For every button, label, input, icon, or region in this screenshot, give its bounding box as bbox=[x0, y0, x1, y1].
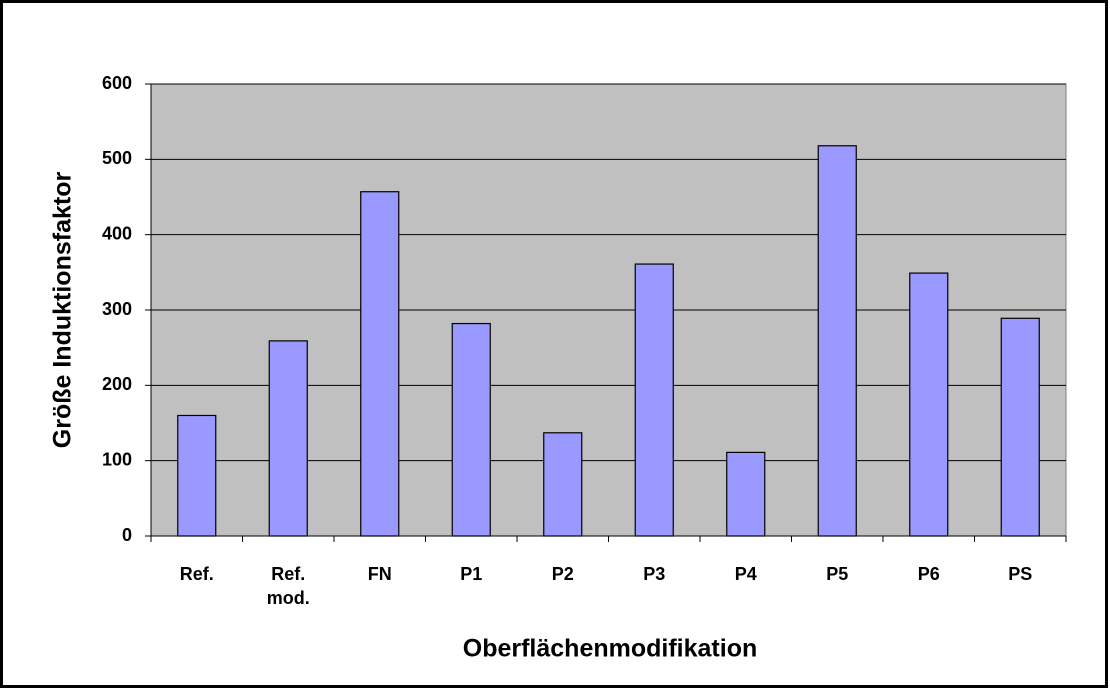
x-tick-label: P3 bbox=[643, 564, 666, 584]
bar bbox=[360, 191, 400, 537]
x-tick-label: P2 bbox=[551, 564, 574, 584]
y-tick-label: 300 bbox=[102, 299, 132, 319]
x-tick-label: P6 bbox=[917, 564, 940, 584]
x-tick-label: FN bbox=[367, 564, 392, 584]
bar bbox=[817, 145, 857, 537]
x-tick-label: Ref. bbox=[179, 564, 214, 584]
x-axis-title: Oberflächenmodifikation bbox=[463, 635, 757, 663]
bar bbox=[451, 322, 491, 537]
y-axis-title: Größe Induktionsfaktor bbox=[49, 172, 77, 449]
bar bbox=[177, 414, 217, 537]
y-tick-label: 200 bbox=[102, 374, 132, 394]
bar bbox=[268, 340, 308, 537]
bar bbox=[543, 432, 583, 537]
bar bbox=[726, 451, 766, 537]
bar bbox=[634, 263, 674, 537]
bar bbox=[1000, 317, 1040, 537]
y-tick-label: 0 bbox=[122, 525, 132, 545]
x-tick-label: P1 bbox=[460, 564, 483, 584]
x-tick-label: PS bbox=[1008, 564, 1033, 584]
y-tick-label: 600 bbox=[102, 73, 132, 93]
x-tick-label: P4 bbox=[734, 564, 757, 584]
x-tick-label: Ref. mod. bbox=[266, 564, 310, 608]
x-tick-label: P5 bbox=[826, 564, 849, 584]
bar bbox=[909, 272, 949, 537]
y-tick-label: 100 bbox=[102, 449, 132, 469]
y-tick-label: 500 bbox=[102, 148, 132, 168]
y-tick-label: 400 bbox=[102, 223, 132, 243]
